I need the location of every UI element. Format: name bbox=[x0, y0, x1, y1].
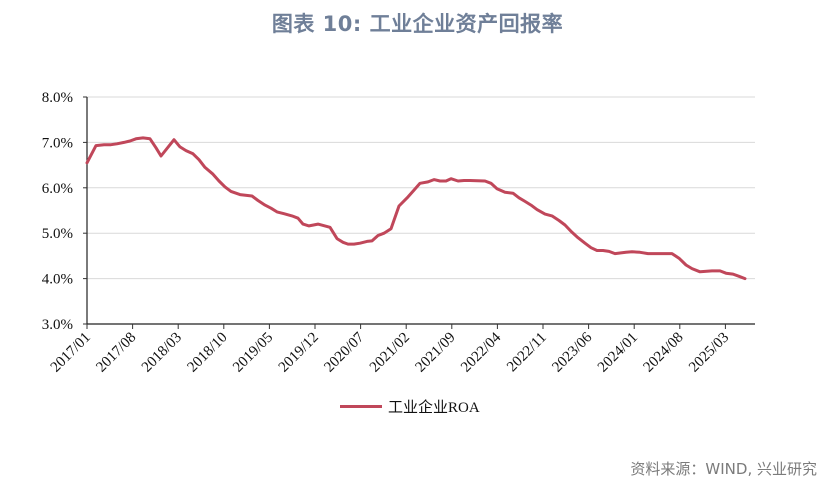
x-tick-label: 2020/07 bbox=[321, 329, 367, 375]
x-axis-ticks: 2017/01 2017/08 2018/03 2018/10 2019/05 2019/… bbox=[48, 324, 732, 376]
x-tick-label: 2024/01 bbox=[595, 330, 641, 376]
chart-title: 图表 10: 工业企业资产回报率 bbox=[271, 12, 564, 36]
gridlines bbox=[87, 96, 755, 280]
x-tick-label: 2022/11 bbox=[504, 330, 550, 376]
y-tick-label: 8.0% bbox=[42, 90, 73, 106]
x-tick-label: 2017/01 bbox=[48, 330, 94, 376]
x-tick-label: 2019/05 bbox=[230, 330, 276, 376]
x-tick-label: 2018/10 bbox=[185, 330, 231, 376]
y-tick-label: 7.0% bbox=[42, 135, 73, 151]
x-tick-label: 2017/08 bbox=[93, 330, 139, 376]
y-tick-label: 4.0% bbox=[42, 272, 73, 288]
x-tick-label: 2024/08 bbox=[641, 330, 687, 376]
y-tick-label: 3.0% bbox=[42, 317, 73, 333]
x-tick-label: 2019/12 bbox=[276, 330, 322, 376]
x-tick-label: 2018/03 bbox=[139, 330, 185, 376]
series-line-roa bbox=[85, 136, 747, 281]
legend-label: 工业企业ROA bbox=[388, 400, 480, 416]
y-axis-ticks: 3.0% 4.0% 5.0% 6.0% 7.0% 8.0% bbox=[42, 90, 87, 333]
legend: 工业企业ROA bbox=[340, 396, 480, 417]
x-tick-label: 2022/04 bbox=[458, 329, 504, 375]
source-note: 资料来源：WIND, 兴业研究 bbox=[630, 460, 817, 478]
x-tick-label: 2025/03 bbox=[686, 330, 732, 376]
x-tick-label: 2021/02 bbox=[367, 330, 413, 376]
y-tick-label: 6.0% bbox=[42, 181, 73, 197]
axes bbox=[86, 97, 755, 325]
y-tick-label: 5.0% bbox=[42, 226, 73, 242]
x-tick-label: 2021/09 bbox=[413, 330, 459, 376]
legend-line-swatch bbox=[340, 405, 382, 408]
x-tick-label: 2023/06 bbox=[549, 329, 595, 375]
